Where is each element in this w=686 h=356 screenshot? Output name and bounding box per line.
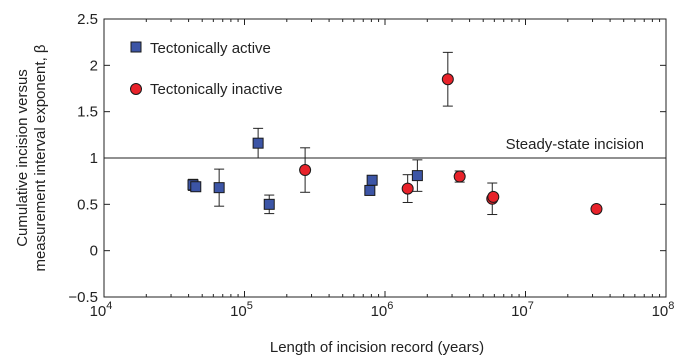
- legend: Tectonically active Tectonically inactiv…: [130, 40, 283, 98]
- y-tick-label: 1.5: [77, 104, 98, 121]
- y-axis-title-line-1: Cumulative incision versus: [14, 69, 31, 247]
- y-tick-label: 0: [90, 243, 98, 260]
- data-point-tectonically-inactive: [441, 73, 454, 86]
- data-point-tectonically-active: [263, 198, 275, 210]
- data-point-tectonically-active: [364, 184, 376, 196]
- x-tick-label: 107: [511, 300, 534, 320]
- steady-state-label: Steady-state incision: [506, 136, 644, 153]
- data-point-tectonically-inactive: [487, 190, 500, 203]
- y-tick-label: 2.5: [77, 11, 98, 28]
- data-point-tectonically-active: [190, 181, 202, 193]
- data-point-tectonically-inactive: [590, 202, 603, 215]
- data-point-tectonically-inactive: [299, 164, 312, 177]
- x-axis-title: Length of incision record (years): [270, 339, 484, 356]
- y-tick-label: −0.5: [68, 289, 98, 306]
- x-tick-label: 105: [230, 300, 253, 320]
- data-points: [187, 51, 603, 216]
- y-tick-label: 2: [90, 57, 98, 74]
- y-tick-label: 1: [90, 150, 98, 167]
- data-point-tectonically-active: [213, 182, 225, 194]
- data-point-tectonically-inactive: [453, 170, 466, 183]
- data-point-tectonically-active: [366, 174, 378, 186]
- legend-label-tectonically-active: Tectonically active: [150, 40, 271, 57]
- legend-label-tectonically-inactive: Tectonically inactive: [150, 81, 283, 98]
- y-tick-label: 0.5: [77, 196, 98, 213]
- y-axis-title: Cumulative incision versus measurement i…: [14, 44, 49, 271]
- y-axis-title-line-2: measurement interval exponent, β: [32, 44, 49, 271]
- legend-marker-tectonically-active: [130, 41, 142, 53]
- data-point-tectonically-active: [411, 170, 423, 182]
- x-tick-label: 108: [652, 300, 675, 320]
- ticks-layer: −0.5 0 0.5 1 1.5 2 2.5 104 105 106 107 108: [68, 11, 674, 320]
- x-tick-label: 106: [371, 300, 394, 320]
- data-point-tectonically-active: [252, 137, 264, 149]
- legend-marker-tectonically-inactive: [130, 83, 142, 95]
- data-point-tectonically-inactive: [401, 182, 414, 195]
- x-tick-label: 104: [90, 300, 113, 320]
